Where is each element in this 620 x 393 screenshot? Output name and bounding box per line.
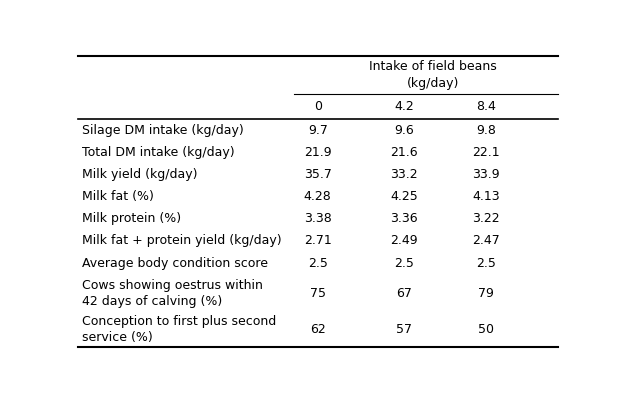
Text: Total DM intake (kg/day): Total DM intake (kg/day) [82,146,235,159]
Text: 79: 79 [478,286,494,299]
Text: Milk yield (kg/day): Milk yield (kg/day) [82,168,198,181]
Text: 3.38: 3.38 [304,212,332,225]
Text: 35.7: 35.7 [304,168,332,181]
Text: 33.2: 33.2 [391,168,418,181]
Text: 75: 75 [310,286,326,299]
Text: 2.47: 2.47 [472,235,500,248]
Text: 21.6: 21.6 [391,146,418,159]
Text: 2.71: 2.71 [304,235,332,248]
Text: 2.5: 2.5 [308,257,328,270]
Text: 3.22: 3.22 [472,212,500,225]
Text: 3.36: 3.36 [391,212,418,225]
Text: 21.9: 21.9 [304,146,332,159]
Text: 4.25: 4.25 [391,190,418,203]
Text: Silage DM intake (kg/day): Silage DM intake (kg/day) [82,124,244,137]
Text: 2.49: 2.49 [391,235,418,248]
Text: 62: 62 [310,323,326,336]
Text: 0: 0 [314,100,322,113]
Text: 8.4: 8.4 [476,100,496,113]
Text: Milk fat + protein yield (kg/day): Milk fat + protein yield (kg/day) [82,235,282,248]
Text: 22.1: 22.1 [472,146,500,159]
Text: Milk protein (%): Milk protein (%) [82,212,182,225]
Text: Conception to first plus second
service (%): Conception to first plus second service … [82,315,277,344]
Text: 9.6: 9.6 [394,124,414,137]
Text: 4.13: 4.13 [472,190,500,203]
Text: 57: 57 [396,323,412,336]
Text: 2.5: 2.5 [476,257,496,270]
Text: 9.8: 9.8 [476,124,496,137]
Text: 4.2: 4.2 [394,100,414,113]
Text: Milk fat (%): Milk fat (%) [82,190,154,203]
Text: 2.5: 2.5 [394,257,414,270]
Text: 67: 67 [396,286,412,299]
Text: 33.9: 33.9 [472,168,500,181]
Text: Intake of field beans
(kg/day): Intake of field beans (kg/day) [369,60,497,90]
Text: 50: 50 [478,323,494,336]
Text: 9.7: 9.7 [308,124,328,137]
Text: Cows showing oestrus within
42 days of calving (%): Cows showing oestrus within 42 days of c… [82,279,263,308]
Text: Average body condition score: Average body condition score [82,257,268,270]
Text: 4.28: 4.28 [304,190,332,203]
